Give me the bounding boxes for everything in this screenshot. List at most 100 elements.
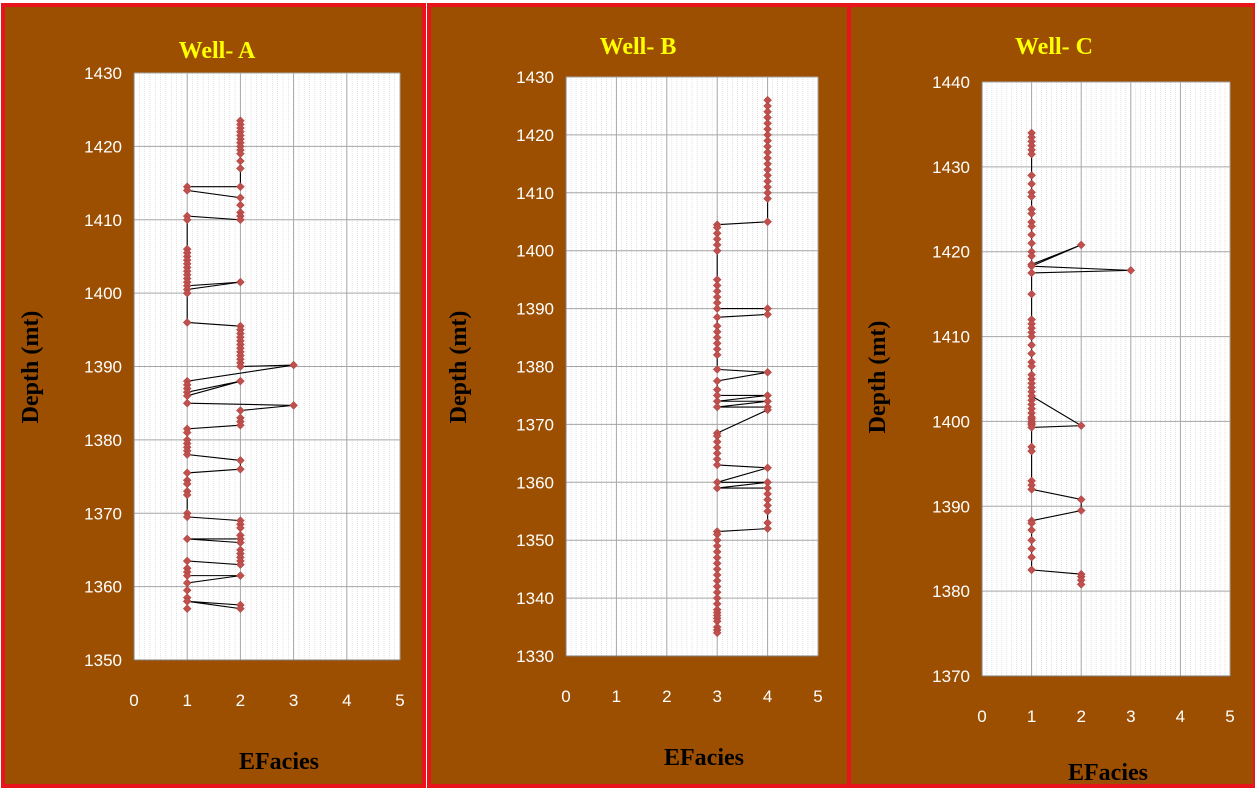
data-point (1027, 565, 1036, 575)
x-tick-label: 1 (612, 687, 621, 706)
data-point (1027, 361, 1036, 371)
chart-panel-3: 1370 1380 1390 1400 1410 1420 1430 1440 0 1 2 3 4 5 We… (847, 3, 1255, 788)
data-point (1076, 580, 1086, 589)
y-tick-label: 1380 (932, 582, 970, 601)
y-tick-label: 1390 (516, 300, 554, 319)
data-points (182, 116, 298, 613)
data-point (1027, 192, 1036, 201)
x-tick-label: 2 (1076, 707, 1085, 726)
x-tick-label: 5 (395, 691, 404, 710)
data-point (1027, 251, 1036, 261)
data-point (763, 524, 772, 533)
y-tick-label: 1410 (932, 328, 970, 347)
y-axis-title: Depth (mt) (865, 321, 891, 434)
data-point (1027, 552, 1036, 562)
data-point (712, 628, 722, 638)
y-tick-label: 1430 (516, 68, 554, 87)
data-point (712, 402, 722, 412)
x-axis-title: EFacies (1068, 760, 1148, 786)
data-point (763, 463, 772, 473)
minor-gridlines (570, 77, 814, 656)
data-point (236, 164, 245, 173)
data-point (1027, 544, 1036, 554)
data-point (763, 506, 772, 516)
data-point (1076, 421, 1086, 431)
data-points (1027, 128, 1136, 589)
chart-panel-2: 1330134013501360137013801390140014101420… (427, 3, 851, 788)
x-tick-label: 3 (1126, 707, 1135, 726)
data-point (763, 405, 772, 415)
x-tick-label: 4 (342, 691, 351, 710)
data-point (236, 182, 245, 192)
data-point (236, 560, 245, 569)
data-point (1027, 525, 1036, 535)
x-axis-title: EFacies (239, 749, 319, 775)
data-point (1027, 268, 1036, 278)
data-point (236, 420, 245, 430)
x-tick-label: 0 (977, 707, 986, 726)
data-point (1076, 506, 1086, 515)
y-tick-label: 1380 (516, 358, 554, 377)
data-point (1027, 209, 1036, 218)
data-point (1126, 266, 1136, 275)
y-tick-label: 1350 (516, 531, 554, 550)
data-point (1027, 149, 1036, 159)
minor-gridlines (986, 82, 1226, 676)
x-tick-label: 5 (813, 687, 822, 706)
y-tick-label: 1400 (84, 284, 122, 303)
data-point (1076, 240, 1086, 250)
y-tick-label: 1360 (516, 473, 554, 492)
data-point (236, 215, 245, 225)
data-point (182, 318, 192, 327)
chart-title: Well- B (600, 34, 677, 60)
x-tick-label: 2 (236, 691, 245, 710)
data-point (1027, 289, 1036, 299)
data-points (712, 95, 772, 638)
data-point (1027, 446, 1036, 456)
data-point (182, 398, 192, 408)
data-point (1027, 340, 1036, 350)
data-point (182, 512, 192, 522)
data-point (712, 365, 722, 374)
data-point (236, 571, 245, 580)
y-tick-label: 1400 (932, 412, 970, 431)
y-tick-label: 1420 (84, 137, 122, 156)
data-point (763, 217, 772, 227)
data-point (1027, 170, 1036, 180)
y-tick-label: 1380 (84, 431, 122, 450)
data-point (182, 534, 192, 544)
data-point (1027, 179, 1036, 189)
data-point (182, 215, 192, 225)
y-tick-label: 1390 (84, 358, 122, 377)
y-tick-label: 1390 (932, 497, 970, 516)
chart-panel-1: 1350 1360 1370 1380 1390 1400 1410 1420 1430 0 1 2 3… (1, 3, 426, 788)
data-point (182, 490, 192, 500)
data-point (1027, 238, 1036, 248)
y-axis-title: Depth (mt) (446, 311, 472, 424)
data-point (1027, 535, 1036, 545)
data-point (182, 288, 192, 298)
data-point (289, 401, 298, 410)
x-tick-label: 4 (1176, 707, 1185, 726)
data-point (236, 464, 245, 474)
y-tick-label: 1420 (932, 243, 970, 262)
chart-title: Well- A (179, 38, 256, 64)
data-point (1027, 230, 1036, 240)
x-axis-title: EFacies (664, 745, 744, 771)
data-point (763, 367, 772, 377)
data-point (712, 246, 722, 256)
y-tick-label: 1430 (932, 158, 970, 177)
y-tick-label: 1340 (516, 589, 554, 608)
x-tick-label: 0 (129, 691, 138, 710)
data-point (712, 304, 722, 313)
y-axis-title: Depth (mt) (18, 311, 44, 424)
x-tick-label: 0 (561, 687, 570, 706)
data-point (182, 186, 192, 195)
data-point (236, 456, 245, 465)
data-point (289, 360, 298, 370)
data-point (236, 362, 245, 371)
x-tick-label: 3 (289, 691, 298, 710)
y-tick-label: 1370 (84, 504, 122, 523)
y-tick-label: 1350 (84, 651, 122, 670)
